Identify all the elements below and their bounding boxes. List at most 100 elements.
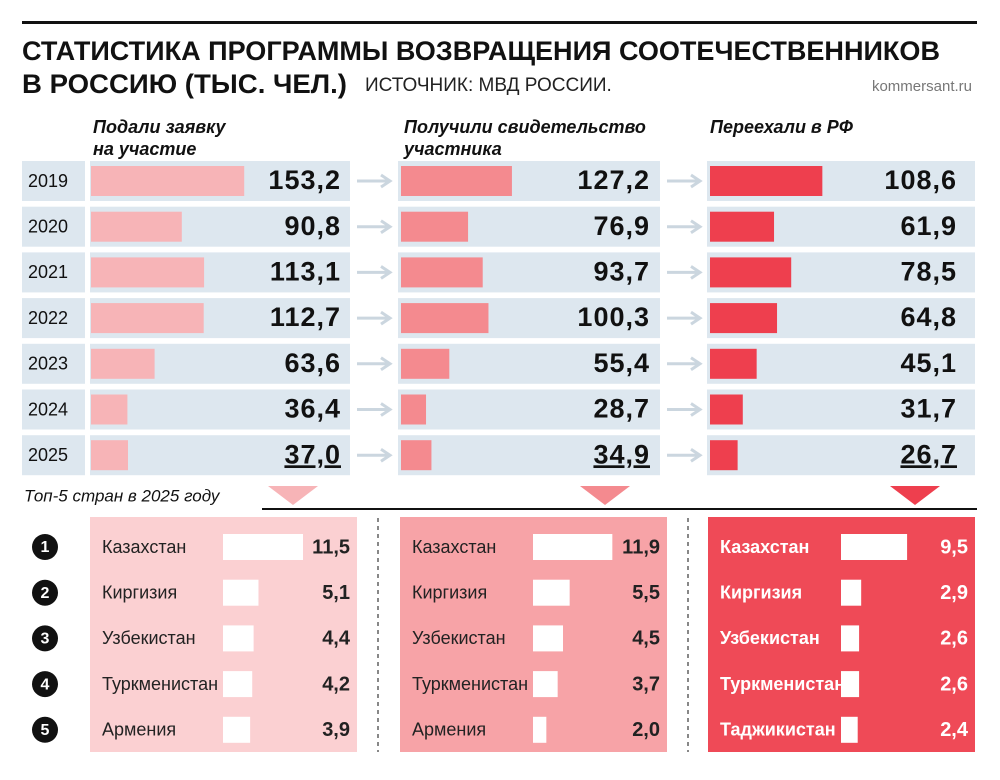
value-label: 9,5 bbox=[940, 536, 968, 558]
bar bbox=[223, 716, 251, 743]
rule bbox=[22, 508, 977, 510]
country-label: Армения bbox=[102, 720, 176, 740]
row-bg bbox=[22, 161, 85, 201]
bar bbox=[710, 166, 823, 196]
value-label: 64,8 bbox=[900, 302, 957, 332]
value-label: 55,4 bbox=[593, 348, 650, 378]
row-bg bbox=[90, 389, 350, 430]
year-label: 2023 bbox=[28, 354, 68, 374]
row-bg bbox=[707, 435, 975, 476]
bar bbox=[841, 579, 862, 606]
bar bbox=[91, 303, 204, 334]
bar bbox=[710, 257, 792, 288]
arrow bbox=[667, 219, 703, 234]
bar bbox=[91, 257, 205, 288]
bar bbox=[91, 394, 128, 425]
year-label: 2020 bbox=[28, 216, 68, 236]
country-label: Армения bbox=[412, 720, 486, 740]
bar bbox=[223, 534, 303, 560]
arrow bbox=[667, 402, 703, 417]
value-label: 2,0 bbox=[632, 719, 660, 741]
top-rule bbox=[22, 21, 977, 24]
country-label: Узбекистан bbox=[720, 628, 820, 648]
value-label: 100,3 bbox=[577, 302, 650, 332]
row-bg bbox=[22, 343, 85, 384]
value-label: 4,4 bbox=[322, 628, 351, 650]
bar bbox=[223, 579, 259, 606]
value-label: 127,2 bbox=[577, 165, 650, 195]
rank: 2 bbox=[41, 585, 50, 602]
bar bbox=[91, 440, 128, 471]
bar bbox=[91, 166, 245, 196]
row-bg bbox=[22, 252, 85, 293]
row-bg bbox=[22, 435, 85, 476]
year-label: 2019 bbox=[28, 171, 68, 191]
rank-badge bbox=[32, 671, 58, 698]
label-bg bbox=[22, 484, 262, 510]
rank: 1 bbox=[41, 539, 50, 556]
value-label: 34,9 bbox=[593, 439, 650, 469]
panel-title: Получили свидетельство bbox=[404, 117, 646, 137]
bar bbox=[533, 534, 613, 560]
bar bbox=[533, 625, 563, 652]
bar bbox=[710, 348, 757, 379]
panel-title: участника bbox=[403, 139, 502, 159]
title: СТАТИСТИКА ПРОГРАММЫ ВОЗВРАЩЕНИЯ СООТЕЧЕ… bbox=[22, 36, 940, 66]
country-label: Казахстан bbox=[102, 537, 186, 557]
rank-badge bbox=[32, 625, 58, 652]
row-bg bbox=[22, 389, 85, 430]
bar bbox=[710, 303, 778, 334]
row-bg bbox=[22, 298, 85, 339]
country-label: Туркменистан bbox=[720, 674, 845, 694]
value-label: 108,6 bbox=[884, 165, 957, 195]
value-label: 93,7 bbox=[593, 257, 650, 287]
bar bbox=[710, 211, 775, 242]
rank-badge bbox=[32, 534, 58, 560]
country-label: Туркменистан bbox=[412, 674, 528, 694]
pointer bbox=[580, 486, 630, 505]
bar bbox=[841, 716, 858, 743]
value-label: 2,6 bbox=[940, 673, 968, 695]
pointer bbox=[268, 486, 318, 505]
year-label: 2022 bbox=[28, 308, 68, 328]
value-label: 5,5 bbox=[632, 582, 660, 604]
country-label: Киргизия bbox=[720, 582, 802, 602]
bar bbox=[401, 348, 450, 379]
bar bbox=[841, 671, 860, 698]
arrow bbox=[667, 173, 703, 189]
value-label: 2,9 bbox=[940, 582, 968, 604]
value-label: 3,9 bbox=[322, 719, 350, 741]
row-bg bbox=[398, 389, 660, 430]
value-label: 45,1 bbox=[900, 348, 957, 378]
country-label: Узбекистан bbox=[412, 628, 506, 648]
arrow bbox=[357, 173, 393, 189]
arrow bbox=[357, 402, 393, 417]
arrow bbox=[667, 447, 703, 463]
title: В РОССИЮ (ТЫС. ЧЕЛ.) bbox=[22, 69, 347, 99]
rank: 3 bbox=[41, 631, 50, 648]
value-label: 3,7 bbox=[632, 673, 660, 695]
value-label: 37,0 bbox=[284, 439, 341, 469]
pointer bbox=[890, 486, 940, 505]
value-label: 36,4 bbox=[284, 394, 341, 424]
bar bbox=[223, 671, 253, 698]
bar bbox=[401, 166, 512, 196]
bar bbox=[401, 303, 489, 334]
country-label: Казахстан bbox=[412, 537, 496, 557]
rank: 4 bbox=[41, 676, 50, 693]
value-label: 153,2 bbox=[268, 165, 341, 195]
rank-badge bbox=[32, 716, 58, 743]
value-label: 26,7 bbox=[900, 439, 957, 469]
row-bg bbox=[90, 435, 350, 476]
source: ИСТОЧНИК: МВД РОССИИ. bbox=[365, 75, 612, 96]
bar bbox=[841, 625, 860, 652]
value-label: 113,1 bbox=[270, 257, 341, 287]
value-label: 11,9 bbox=[622, 536, 660, 558]
bar bbox=[401, 257, 483, 288]
value-label: 4,2 bbox=[322, 673, 350, 695]
country-label: Киргизия bbox=[412, 582, 487, 602]
country-label: Узбекистан bbox=[102, 628, 196, 648]
value-label: 28,7 bbox=[593, 394, 650, 424]
bar bbox=[401, 440, 432, 471]
